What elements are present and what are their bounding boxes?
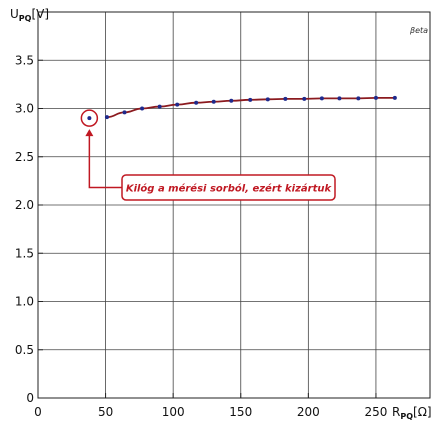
annotation-arrow-head [85,129,94,137]
data-point-3 [157,104,162,109]
data-point-15 [373,95,378,100]
grid [38,12,430,398]
logo: βeta [409,26,428,35]
y-axis-title-sub: PQ [19,14,32,23]
y-axis-title-main: U [10,7,19,21]
data-point-2 [140,106,145,111]
x-axis-title-main: R [392,405,400,419]
y-tick-label-2: 1.0 [15,295,34,309]
data-point-8 [248,97,253,102]
data-point-11 [302,96,307,101]
y-axis-title: UPQ[V] [10,7,49,23]
data-point-7 [229,98,234,103]
y-tick-label-7: 3.5 [15,53,34,67]
x-tick-label-2: 100 [162,405,185,419]
annotation-box [121,174,336,201]
x-axis-title: RPQ[Ω] [392,405,432,421]
data-point-14 [356,96,361,101]
x-axis-title-unit: [Ω] [413,405,432,419]
x-tick-label-0: 0 [34,405,42,419]
x-axis-title-sub: PQ [400,412,413,421]
annotation: Kilóg a mérési sorból, ezért kizártuk [80,109,336,201]
data-point-12 [319,96,324,101]
x-tick-label-5: 250 [364,405,387,419]
data-point-6 [211,99,216,104]
excluded-point-circle [80,109,99,127]
data-point-0 [104,115,109,120]
y-tick-label-3: 1.5 [15,246,34,260]
y-tick-label-1: 0.5 [15,343,34,357]
series [104,95,397,120]
data-point-10 [283,96,288,101]
data-point-9 [265,97,270,102]
data-point-5 [194,100,199,105]
x-tick-label-1: 50 [98,405,113,419]
y-tick-label-0: 0 [26,391,34,405]
y-tick-label-5: 2.5 [15,150,34,164]
y-axis-title-unit: [V] [31,7,49,21]
y-tick-label-6: 3.0 [15,102,34,116]
data-point-16 [392,95,397,100]
ticks: 0 50 100 150 200 250 0 0.5 1.0 1.5 2.0 2.5 3.0 3.5 [15,53,387,419]
y-tick-label-4: 2.0 [15,198,34,212]
excluded-point [87,116,92,121]
data-point-4 [175,102,180,107]
x-tick-label-4: 200 [297,405,320,419]
x-tick-label-3: 150 [229,405,252,419]
annotation-arrow-line [88,133,122,189]
data-point-13 [337,96,342,101]
annotation-text: Kilóg a mérési sorból, ezért kizártuk [126,183,333,195]
data-point-1 [122,110,127,115]
